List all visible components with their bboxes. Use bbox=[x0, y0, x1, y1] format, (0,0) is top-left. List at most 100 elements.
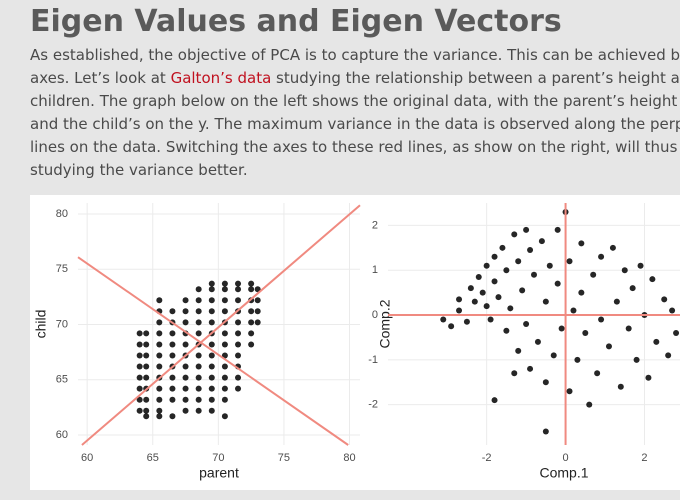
point bbox=[248, 341, 255, 348]
x-tick-label: 75 bbox=[278, 452, 290, 464]
point bbox=[136, 407, 143, 414]
y-tick-label: 70 bbox=[56, 318, 68, 330]
point bbox=[254, 286, 261, 293]
point bbox=[503, 267, 510, 274]
x-axis-title: parent bbox=[199, 465, 239, 481]
point bbox=[515, 258, 522, 265]
point bbox=[605, 343, 612, 350]
point bbox=[594, 370, 601, 377]
text: axes. Let’s look at bbox=[30, 69, 166, 87]
point bbox=[156, 396, 163, 403]
point bbox=[169, 385, 176, 392]
point bbox=[653, 338, 660, 345]
text-line: axes. Let’s look at Galton’s data studyi… bbox=[30, 67, 680, 90]
point bbox=[143, 363, 150, 370]
point bbox=[248, 319, 255, 326]
x-tick-label: 2 bbox=[641, 452, 647, 464]
point bbox=[156, 297, 163, 304]
point bbox=[582, 329, 589, 336]
point bbox=[586, 401, 593, 408]
point bbox=[673, 329, 680, 336]
point bbox=[633, 356, 640, 363]
point bbox=[221, 341, 228, 348]
point bbox=[143, 352, 150, 359]
point bbox=[195, 330, 202, 337]
point bbox=[182, 363, 189, 370]
page-title: Eigen Values and Eigen Vectors bbox=[30, 4, 562, 39]
point bbox=[208, 396, 215, 403]
point bbox=[195, 286, 202, 293]
point bbox=[182, 374, 189, 381]
point bbox=[208, 352, 215, 359]
point bbox=[182, 297, 189, 304]
point bbox=[156, 330, 163, 337]
point bbox=[169, 330, 176, 337]
text-line: studying the variance better. bbox=[30, 161, 248, 179]
point bbox=[448, 323, 455, 330]
x-tick-label: 0 bbox=[563, 452, 569, 464]
point bbox=[221, 330, 228, 337]
point bbox=[661, 296, 668, 303]
point bbox=[613, 298, 620, 305]
point bbox=[136, 396, 143, 403]
point bbox=[507, 305, 514, 312]
point bbox=[649, 276, 656, 283]
point bbox=[143, 330, 150, 337]
point bbox=[221, 286, 228, 293]
x-tick-label: 70 bbox=[212, 452, 224, 464]
point bbox=[523, 321, 530, 327]
point bbox=[645, 374, 652, 381]
point bbox=[221, 374, 228, 381]
point bbox=[182, 396, 189, 403]
point bbox=[182, 407, 189, 414]
point bbox=[169, 413, 176, 420]
point bbox=[221, 280, 228, 287]
x-tick-label: -2 bbox=[482, 452, 492, 464]
point bbox=[208, 407, 215, 414]
point bbox=[542, 428, 549, 435]
point bbox=[221, 297, 228, 304]
reference-line bbox=[77, 256, 349, 446]
point bbox=[483, 303, 490, 310]
point bbox=[156, 352, 163, 359]
point bbox=[235, 280, 242, 287]
y-axis-title: child bbox=[33, 310, 49, 339]
point bbox=[195, 385, 202, 392]
point bbox=[182, 319, 189, 326]
point bbox=[182, 385, 189, 392]
point bbox=[617, 383, 624, 390]
point bbox=[491, 253, 498, 260]
point bbox=[235, 319, 242, 326]
point bbox=[495, 294, 502, 301]
point bbox=[169, 374, 176, 381]
point bbox=[598, 253, 605, 260]
point bbox=[143, 413, 150, 420]
point bbox=[248, 330, 255, 337]
point bbox=[621, 267, 628, 274]
point bbox=[554, 226, 561, 233]
y-tick-label: 75 bbox=[56, 263, 68, 275]
point bbox=[221, 308, 228, 315]
x-tick-label: 65 bbox=[147, 452, 159, 464]
point bbox=[248, 280, 255, 287]
text-line: and the child’s on the y. The maximum va… bbox=[30, 115, 680, 133]
x-tick-label: 80 bbox=[343, 452, 355, 464]
point bbox=[136, 341, 143, 348]
point bbox=[463, 318, 470, 325]
point bbox=[208, 280, 215, 287]
point bbox=[156, 413, 163, 420]
point bbox=[467, 285, 474, 292]
link[interactable]: Galton’s data bbox=[170, 69, 272, 87]
point bbox=[629, 285, 636, 292]
point bbox=[491, 278, 498, 285]
point bbox=[566, 388, 573, 395]
y-tick-label: 65 bbox=[56, 374, 68, 386]
point bbox=[136, 385, 143, 392]
point bbox=[254, 297, 261, 304]
point bbox=[491, 397, 498, 404]
point bbox=[527, 365, 534, 372]
text: As established, the objective of PCA is … bbox=[30, 46, 680, 64]
point bbox=[221, 352, 228, 359]
point bbox=[471, 298, 478, 305]
point bbox=[523, 226, 530, 233]
